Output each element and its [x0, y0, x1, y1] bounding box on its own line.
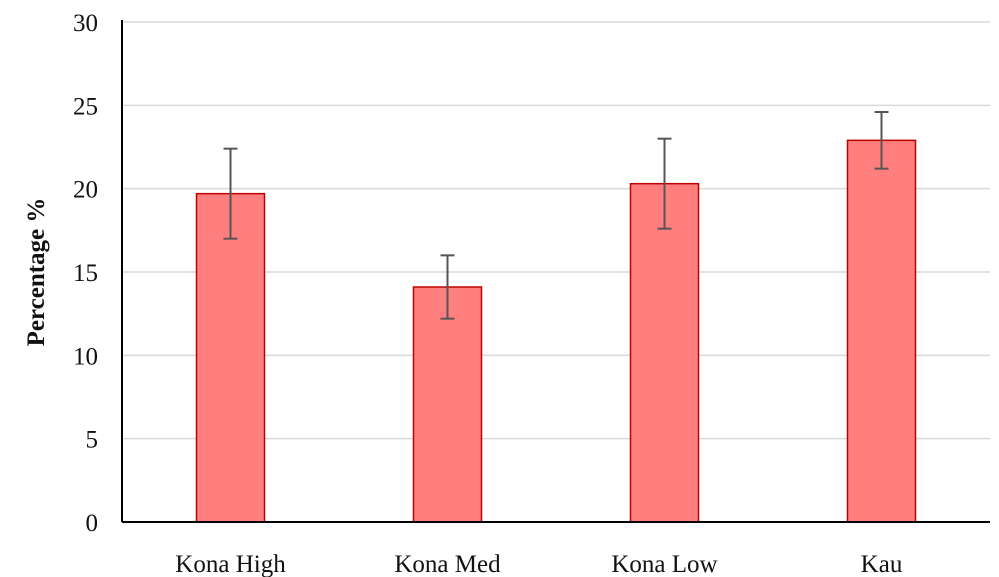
- bar: [846, 139, 917, 523]
- x-tick-label: Kona Low: [611, 551, 717, 577]
- y-tick-label: 10: [73, 343, 98, 370]
- error-bars: [223, 111, 889, 320]
- x-tick-label: Kona High: [175, 551, 286, 577]
- error-bar: [657, 137, 672, 230]
- y-tick-label: 15: [73, 260, 98, 287]
- axes: [121, 20, 990, 523]
- y-tick-labels: 0 5 10 15 20 25 30: [73, 10, 98, 537]
- x-tick-labels: Kona High Kona Med Kona Low Kau: [175, 551, 903, 577]
- y-tick-label: 5: [86, 427, 99, 454]
- y-axis-title: Percentage %: [23, 198, 50, 347]
- bar: [412, 286, 483, 523]
- y-tick-label: 20: [73, 177, 98, 204]
- x-tick-label: Kau: [861, 551, 903, 577]
- y-tick-label: 0: [86, 510, 99, 537]
- bar: [629, 182, 700, 523]
- error-bar: [223, 147, 238, 240]
- y-tick-label: 30: [73, 10, 98, 37]
- error-bar: [874, 111, 889, 170]
- error-bar: [440, 254, 455, 320]
- bar: [195, 192, 266, 523]
- x-tick-label: Kona Med: [394, 551, 501, 577]
- gridlines: [122, 21, 990, 440]
- y-tick-label: 25: [73, 93, 98, 120]
- bars: [195, 139, 917, 523]
